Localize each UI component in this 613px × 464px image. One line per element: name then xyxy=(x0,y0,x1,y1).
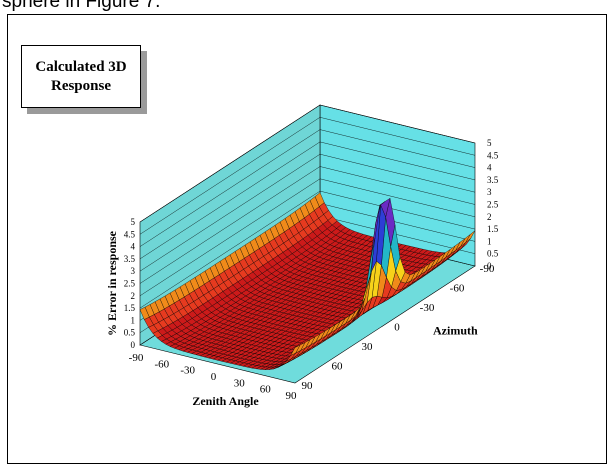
x-tick-4: 30 xyxy=(234,377,246,389)
gridline-z-5 xyxy=(139,166,476,284)
z-tick-left-4: 2 xyxy=(131,291,136,301)
x-tick-6: 90 xyxy=(286,390,298,402)
chart-title: Calculated 3D Response xyxy=(21,45,141,108)
gridline-z-3 xyxy=(139,190,476,309)
z-tick-right-0: 0 xyxy=(487,261,492,271)
z-tick-right-10: 5 xyxy=(487,138,492,148)
z-tick-left-8: 4 xyxy=(131,242,136,252)
y-tick-3: 0 xyxy=(394,322,400,334)
y-tick-2: -30 xyxy=(420,302,435,314)
z-tick-left-9: 4.5 xyxy=(124,229,136,239)
z-axis-label: % Error in response xyxy=(105,230,119,336)
gridline-z-6 xyxy=(139,153,476,272)
z-tick-left-3: 1.5 xyxy=(124,303,136,313)
z-tick-left-5: 2.5 xyxy=(124,279,136,289)
x-tick-0: -90 xyxy=(129,352,144,364)
x-tick-2: -30 xyxy=(180,365,195,377)
gridline-z-7 xyxy=(139,141,476,260)
z-tick-left-10: 5 xyxy=(131,217,136,227)
z-tick-left-6: 3 xyxy=(131,266,136,276)
chart-title-line-1: Calculated 3D xyxy=(35,58,127,75)
y-tick-5: 60 xyxy=(332,361,344,373)
x-tick-1: -60 xyxy=(154,358,169,370)
z-tick-right-8: 4 xyxy=(487,163,492,173)
gridline-z-10 xyxy=(139,104,476,223)
z-tick-right-5: 2.5 xyxy=(487,200,499,210)
y-tick-4: 30 xyxy=(362,341,374,353)
chart-title-line-2: Response xyxy=(50,77,111,94)
surface-cell xyxy=(290,344,301,356)
caption: sphere in Figure 7. xyxy=(2,0,161,12)
z-tick-right-2: 1 xyxy=(487,236,492,246)
z-tick-left-1: 0.5 xyxy=(124,328,136,338)
gridline-z-9 xyxy=(139,117,476,235)
x-tick-3: 0 xyxy=(211,371,217,383)
y-tick-1: -60 xyxy=(450,283,465,295)
gridline-z-4 xyxy=(139,178,476,296)
y-axis-label: Azimuth xyxy=(433,324,478,338)
z-tick-right-1: 0.5 xyxy=(487,249,499,259)
surface-mesh xyxy=(139,192,476,370)
z-tick-right-3: 1.5 xyxy=(487,224,499,234)
y-tick-0: -90 xyxy=(480,263,495,275)
x-tick-5: 60 xyxy=(260,384,272,396)
z-tick-right-4: 2 xyxy=(487,212,492,222)
chart-axes: 0 0.5 1 1.5 2 2.5 3 3.5 4 4.5 5 0 0.5 1 1.5 2 2.5 3 3.5 4 4.… xyxy=(105,138,499,408)
z-tick-right-7: 3.5 xyxy=(487,175,499,185)
z-tick-left-7: 3.5 xyxy=(124,254,136,264)
y-tick-6: 90 xyxy=(302,380,314,392)
z-tick-left-0: 0 xyxy=(131,340,136,350)
z-tick-left-2: 1 xyxy=(131,315,136,325)
z-tick-right-6: 3 xyxy=(487,187,492,197)
z-tick-right-9: 4.5 xyxy=(487,150,499,160)
x-axis-label: Zenith Angle xyxy=(192,394,259,408)
gridline-z-8 xyxy=(139,129,476,247)
